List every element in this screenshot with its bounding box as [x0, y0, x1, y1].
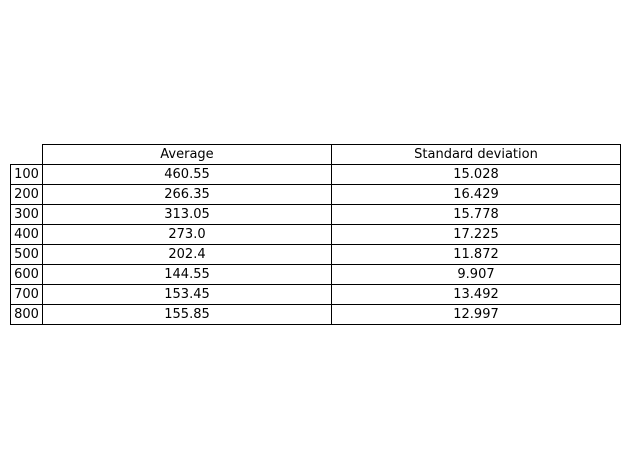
row-label: 300 — [10, 204, 43, 225]
data-table: Average Standard deviation 100 460.55 15.0… — [10, 144, 621, 325]
row-label: 800 — [10, 304, 43, 325]
table-body: 100 460.55 15.028 200 266.35 16.429 300 313.05 1… — [10, 164, 621, 325]
standard-deviation-cell: 12.997 — [331, 304, 621, 325]
average-cell: 202.4 — [42, 244, 332, 265]
table-row: 500 202.4 11.872 — [10, 244, 621, 265]
row-label: 400 — [10, 224, 43, 245]
standard-deviation-cell: 15.778 — [331, 204, 621, 225]
average-cell: 460.55 — [42, 164, 332, 185]
table-row: 400 273.0 17.225 — [10, 224, 621, 245]
average-cell: 273.0 — [42, 224, 332, 245]
table-row: 200 266.35 16.429 — [10, 184, 621, 205]
row-label: 500 — [10, 244, 43, 265]
column-header-standard-deviation: Standard deviation — [331, 144, 621, 165]
row-label: 600 — [10, 264, 43, 285]
average-cell: 153.45 — [42, 284, 332, 305]
header-row: Average Standard deviation — [11, 144, 621, 165]
column-header-average: Average — [42, 144, 332, 165]
table-row: 100 460.55 15.028 — [10, 164, 621, 185]
corner-cell — [11, 145, 43, 165]
standard-deviation-cell: 16.429 — [331, 184, 621, 205]
average-cell: 313.05 — [42, 204, 332, 225]
row-label: 200 — [10, 184, 43, 205]
standard-deviation-cell: 17.225 — [331, 224, 621, 245]
standard-deviation-cell: 13.492 — [331, 284, 621, 305]
average-cell: 266.35 — [42, 184, 332, 205]
row-label: 700 — [10, 284, 43, 305]
standard-deviation-cell: 11.872 — [331, 244, 621, 265]
table-row: 300 313.05 15.778 — [10, 204, 621, 225]
table-row: 700 153.45 13.492 — [10, 284, 621, 305]
standard-deviation-cell: 15.028 — [331, 164, 621, 185]
average-cell: 155.85 — [42, 304, 332, 325]
standard-deviation-cell: 9.907 — [331, 264, 621, 285]
average-cell: 144.55 — [42, 264, 332, 285]
table-row: 600 144.55 9.907 — [10, 264, 621, 285]
row-label: 100 — [10, 164, 43, 185]
table-row: 800 155.85 12.997 — [10, 304, 621, 325]
